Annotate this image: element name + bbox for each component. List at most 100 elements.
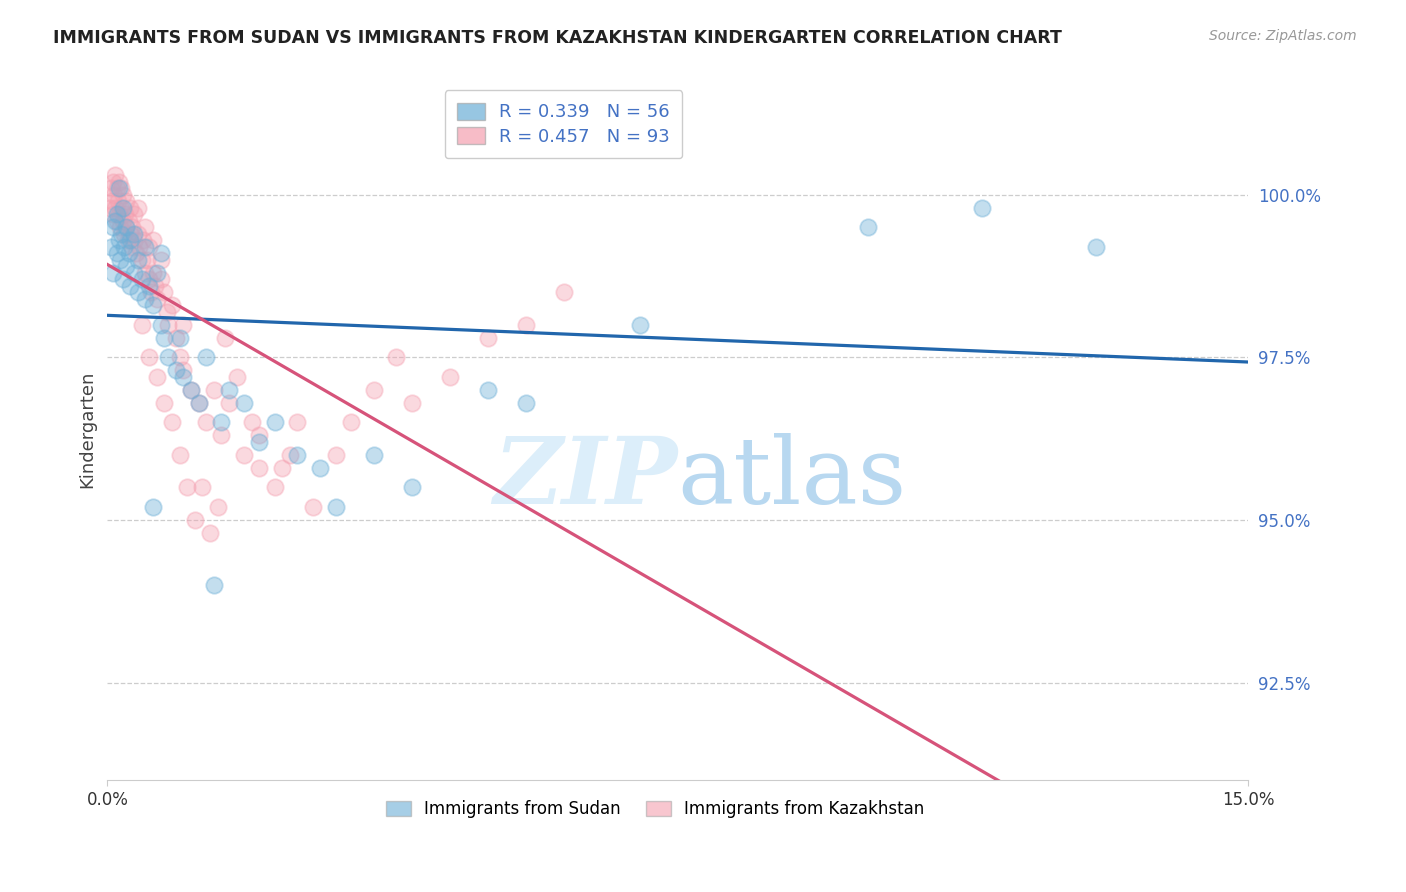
Point — [103, 207, 125, 221]
Point — [970, 201, 993, 215]
Point — [110, 181, 132, 195]
Point — [363, 383, 385, 397]
Point — [287, 416, 309, 430]
Point — [263, 416, 285, 430]
Point — [105, 213, 128, 227]
Point — [249, 461, 271, 475]
Point — [100, 240, 122, 254]
Point — [233, 448, 256, 462]
Point — [146, 266, 169, 280]
Point — [134, 292, 156, 306]
Point — [202, 578, 225, 592]
Legend: Immigrants from Sudan, Immigrants from Kazakhstan: Immigrants from Sudan, Immigrants from K… — [380, 793, 931, 825]
Point — [110, 220, 132, 235]
Point — [240, 416, 263, 430]
Point — [401, 396, 423, 410]
Point — [515, 318, 537, 332]
Point — [107, 175, 129, 189]
Point — [105, 246, 128, 260]
Point — [153, 331, 176, 345]
Point — [477, 383, 499, 397]
Point — [127, 285, 149, 300]
Point — [160, 416, 183, 430]
Point — [103, 187, 125, 202]
Point — [103, 266, 125, 280]
Point — [142, 233, 165, 247]
Point — [385, 351, 408, 365]
Point — [134, 240, 156, 254]
Point — [121, 240, 143, 254]
Point — [121, 220, 143, 235]
Point — [127, 252, 149, 267]
Point — [856, 220, 879, 235]
Point — [157, 351, 180, 365]
Point — [160, 298, 183, 312]
Point — [132, 233, 155, 247]
Point — [100, 181, 122, 195]
Point — [195, 416, 218, 430]
Point — [553, 285, 575, 300]
Point — [515, 396, 537, 410]
Point — [114, 207, 136, 221]
Point — [287, 448, 309, 462]
Point — [477, 331, 499, 345]
Point — [153, 285, 176, 300]
Point — [149, 252, 172, 267]
Point — [439, 369, 461, 384]
Point — [207, 500, 229, 514]
Point — [169, 331, 191, 345]
Point — [195, 351, 218, 365]
Point — [187, 396, 209, 410]
Point — [225, 369, 247, 384]
Point — [131, 252, 153, 267]
Point — [138, 240, 160, 254]
Point — [134, 266, 156, 280]
Point — [142, 500, 165, 514]
Point — [325, 500, 347, 514]
Point — [169, 351, 191, 365]
Point — [141, 285, 163, 300]
Point — [138, 351, 160, 365]
Point — [172, 318, 194, 332]
Point — [115, 194, 138, 208]
Point — [110, 201, 132, 215]
Text: IMMIGRANTS FROM SUDAN VS IMMIGRANTS FROM KAZAKHSTAN KINDERGARTEN CORRELATION CHA: IMMIGRANTS FROM SUDAN VS IMMIGRANTS FROM… — [53, 29, 1063, 46]
Point — [172, 369, 194, 384]
Point — [325, 448, 347, 462]
Point — [122, 233, 145, 247]
Point — [278, 448, 301, 462]
Point — [149, 246, 172, 260]
Point — [142, 298, 165, 312]
Point — [111, 201, 134, 215]
Point — [209, 416, 232, 430]
Point — [184, 513, 207, 527]
Point — [110, 227, 132, 241]
Point — [401, 480, 423, 494]
Point — [233, 396, 256, 410]
Point — [172, 363, 194, 377]
Point — [107, 194, 129, 208]
Point — [120, 201, 142, 215]
Point — [120, 278, 142, 293]
Point — [149, 272, 172, 286]
Point — [153, 396, 176, 410]
Point — [127, 227, 149, 241]
Point — [104, 213, 127, 227]
Point — [107, 233, 129, 247]
Point — [149, 318, 172, 332]
Point — [339, 416, 361, 430]
Text: Source: ZipAtlas.com: Source: ZipAtlas.com — [1209, 29, 1357, 43]
Point — [120, 233, 142, 247]
Point — [176, 480, 198, 494]
Point — [105, 181, 128, 195]
Point — [122, 227, 145, 241]
Point — [104, 201, 127, 215]
Point — [117, 233, 139, 247]
Point — [101, 194, 124, 208]
Point — [115, 259, 138, 273]
Point — [127, 201, 149, 215]
Text: ZIP: ZIP — [494, 434, 678, 523]
Point — [169, 448, 191, 462]
Point — [131, 272, 153, 286]
Point — [112, 227, 135, 241]
